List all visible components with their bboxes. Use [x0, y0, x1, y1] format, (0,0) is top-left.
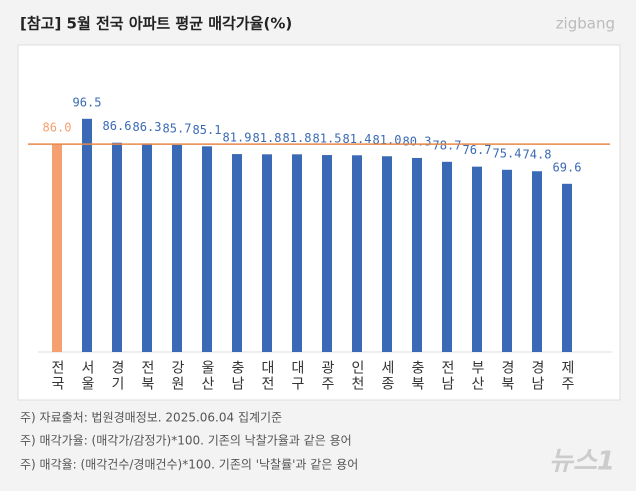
- chart-title: [참고] 5월 전국 아파트 평균 매각가율(%): [20, 15, 292, 33]
- x-tick-label: 충북: [409, 360, 425, 392]
- value-label: 74.8: [523, 148, 552, 162]
- plot-panel: [17, 44, 621, 401]
- value-label: 81.9: [223, 131, 252, 145]
- x-tick-label: 세종: [379, 360, 395, 392]
- bar: [442, 161, 452, 352]
- x-tick-label: 울산: [199, 360, 215, 392]
- x-tick-label: 전북: [139, 360, 155, 392]
- bar: [562, 183, 572, 352]
- bar: [112, 142, 122, 352]
- note: 주) 매각가율: (매각가/감정가)*100. 기존의 낙찰가율과 같은 용어: [20, 434, 352, 448]
- bar: [142, 143, 152, 352]
- value-label: 85.1: [193, 123, 222, 137]
- bar: [232, 154, 242, 352]
- bar: [352, 155, 362, 352]
- value-label: 96.5: [73, 95, 102, 109]
- value-label: 81.8: [283, 131, 312, 145]
- value-label: 81.4: [343, 132, 372, 146]
- value-label: 81.0: [373, 133, 402, 147]
- x-tick-label: 인천: [349, 360, 365, 392]
- value-label: 76.7: [463, 143, 492, 157]
- bar: [202, 146, 212, 352]
- value-label: 75.4: [493, 146, 522, 160]
- value-label: 78.7: [433, 138, 462, 152]
- value-label: 86.6: [103, 119, 132, 133]
- x-tick-label: 광주: [319, 360, 335, 392]
- bar: [82, 118, 92, 353]
- x-tick-label: 경남: [529, 360, 545, 392]
- bar: [172, 144, 182, 352]
- bar: [262, 154, 272, 352]
- value-label: 86.0: [43, 121, 72, 135]
- value-label: 85.7: [163, 121, 192, 135]
- value-label: 69.6: [553, 160, 582, 174]
- x-tick-label: 대구: [289, 360, 305, 392]
- bar: [322, 155, 332, 352]
- bar: [532, 171, 542, 352]
- value-label: 81.5: [313, 132, 342, 146]
- bar: [502, 169, 512, 352]
- value-label: 81.8: [253, 131, 282, 145]
- value-label: 80.3: [403, 134, 432, 148]
- x-tick-label: 충남: [229, 360, 245, 392]
- bar: [412, 157, 422, 352]
- x-tick-label: 서울: [79, 360, 95, 392]
- note: 주) 매각율: (매각건수/경매건수)*100. 기존의 '낙찰률'과 같은 용…: [20, 458, 358, 472]
- x-tick-label: 강원: [169, 360, 185, 392]
- x-tick-label: 제주: [559, 360, 575, 392]
- x-tick-label: 전남: [439, 360, 455, 392]
- note: 주) 자료출처: 법원경매정보. 2025.06.04 집계기준: [20, 411, 282, 425]
- bar: [52, 144, 62, 352]
- bar: [292, 154, 302, 352]
- x-tick-label: 대전: [259, 360, 275, 392]
- x-tick-label: 전국: [49, 360, 65, 392]
- x-tick-label: 경기: [109, 360, 125, 392]
- bar: [382, 156, 392, 352]
- logo: zigbang: [556, 15, 615, 33]
- x-tick-label: 부산: [469, 360, 485, 392]
- watermark: 뉴스1: [549, 447, 615, 477]
- bar: [472, 166, 482, 352]
- x-tick-label: 경북: [499, 360, 515, 392]
- value-label: 86.3: [133, 120, 162, 134]
